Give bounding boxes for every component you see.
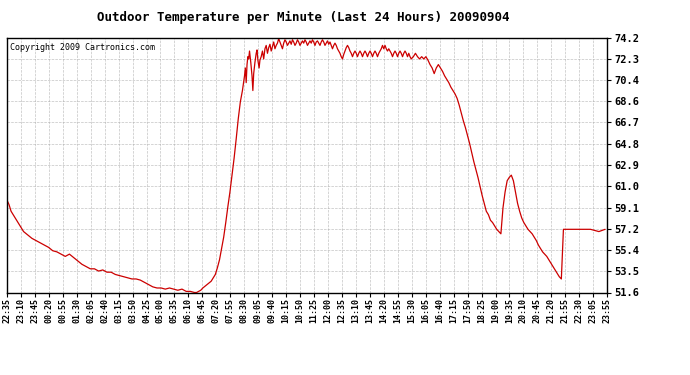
Text: Copyright 2009 Cartronics.com: Copyright 2009 Cartronics.com	[10, 43, 155, 52]
Text: Outdoor Temperature per Minute (Last 24 Hours) 20090904: Outdoor Temperature per Minute (Last 24 …	[97, 11, 510, 24]
